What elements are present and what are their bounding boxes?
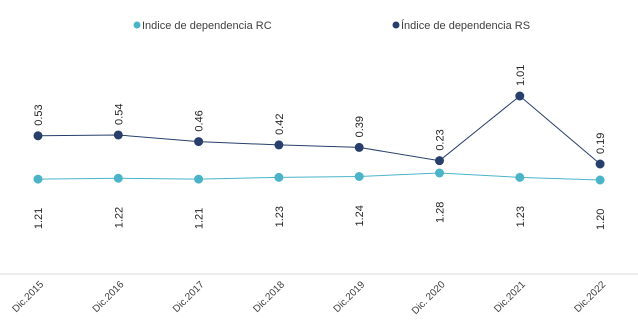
point-rc-5 xyxy=(435,168,444,178)
point-rc-0 xyxy=(33,174,43,184)
data-label-rs-0: 0.53 xyxy=(33,104,45,125)
legend-marker-rs xyxy=(392,21,400,29)
series-line-rs xyxy=(37,95,601,165)
point-rc-4 xyxy=(354,172,364,181)
point-rc-3 xyxy=(274,172,284,182)
series-line-rc xyxy=(37,172,601,181)
data-label-rs-6: 1.01 xyxy=(515,65,527,86)
chart-legend: Indice de dependencia RC Índice de depend… xyxy=(133,19,530,32)
legend-label-rs: Índice de dependencia RS xyxy=(401,19,530,32)
x-axis-ticks: Dic.2015 Dic.2016 Dic.2017 Dic.2018 Dic.2019… xyxy=(10,279,608,317)
data-label-rs-5: 0.23 xyxy=(435,129,447,150)
data-label-rs-2: 0.46 xyxy=(194,110,206,131)
legend-label-rc: Indice de dependencia RC xyxy=(142,20,272,32)
plot-area: 1.21 1.22 1.21 1.23 1.24 1.28 1.23 1.20 0.53 0.54… xyxy=(33,65,607,230)
x-tick-label-4: Dic.2019 xyxy=(332,279,368,315)
point-rs-3 xyxy=(274,140,284,150)
point-rc-7 xyxy=(595,175,605,185)
data-label-rc-7: 1.20 xyxy=(595,209,607,230)
point-rc-1 xyxy=(113,173,123,183)
data-label-rc-3: 1.23 xyxy=(274,206,286,227)
x-tick-label-5: Dic. 2020 xyxy=(410,279,448,317)
x-tick-label-7: Dic.2022 xyxy=(573,279,609,315)
legend-marker-rc xyxy=(133,21,141,29)
point-rs-6 xyxy=(515,91,525,101)
data-label-rc-0: 1.21 xyxy=(33,208,45,229)
data-label-rs-3: 0.42 xyxy=(274,114,286,135)
x-tick-label-2: Dic.2017 xyxy=(171,279,207,315)
x-tick-label-3: Dic.2018 xyxy=(251,279,287,315)
data-label-rc-1: 1.22 xyxy=(113,207,125,228)
data-label-rs-1: 0.54 xyxy=(113,104,125,125)
point-rs-7 xyxy=(595,159,605,169)
x-tick-label-1: Dic.2016 xyxy=(91,279,127,315)
x-tick-label-0: Dic.2015 xyxy=(10,279,46,315)
point-rs-4 xyxy=(354,142,364,152)
data-label-rs-4: 0.39 xyxy=(354,116,366,137)
point-rc-6 xyxy=(515,172,525,182)
point-rc-2 xyxy=(194,174,204,184)
point-rs-5 xyxy=(435,156,444,166)
data-label-rc-2: 1.21 xyxy=(194,208,206,229)
data-label-rc-4: 1.24 xyxy=(354,205,366,226)
data-label-rc-6: 1.23 xyxy=(515,206,527,227)
data-label-rs-7: 0.19 xyxy=(595,133,607,154)
point-rs-1 xyxy=(113,130,123,140)
data-label-rc-5: 1.28 xyxy=(435,202,447,223)
point-rs-2 xyxy=(194,137,204,147)
point-rs-0 xyxy=(33,131,43,141)
x-tick-label-6: Dic.2021 xyxy=(492,279,528,315)
